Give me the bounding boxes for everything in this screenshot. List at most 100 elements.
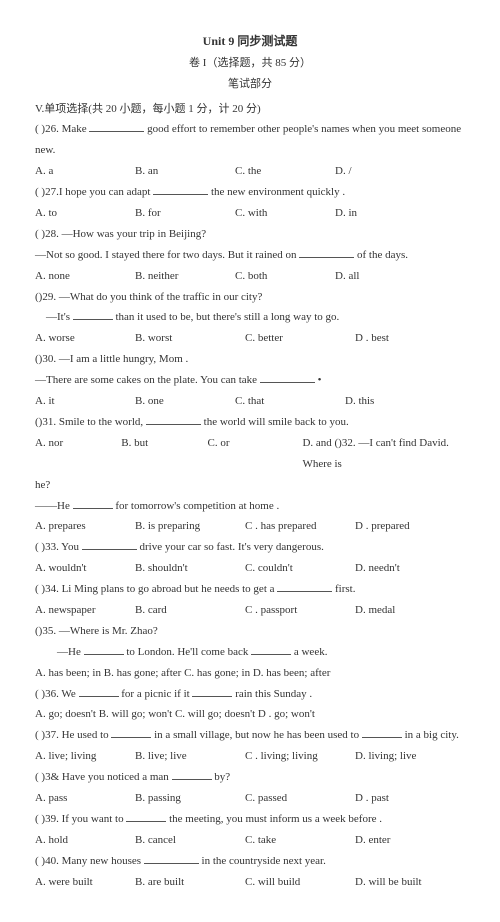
q29-2b: than it used to be, but there's still a …	[115, 311, 339, 323]
q30-line2: —There are some cakes on the plate. You …	[35, 370, 465, 391]
blank	[260, 372, 315, 383]
q32-opts: A. prepares B. is preparing C . has prep…	[35, 516, 465, 537]
q26-prompt: ( )26. Make good effort to remember othe…	[35, 119, 465, 161]
opt-c: C . living; living	[245, 746, 355, 767]
blank	[299, 247, 354, 258]
q35-2c: a week.	[294, 646, 328, 658]
blank	[251, 644, 291, 655]
opt-a: A. prepares	[35, 516, 135, 537]
opt-d: D . past	[355, 788, 389, 809]
q30-2a: —There are some cakes on the plate. You …	[35, 374, 257, 386]
q35-2b: to London. He'll come back	[126, 646, 248, 658]
q27-prompt: ( )27.I hope you can adapt the new envir…	[35, 182, 465, 203]
opt-a: A. a	[35, 161, 135, 182]
q37-b: in a small village, but now he has been …	[154, 729, 359, 741]
q28-prompt: ( )28. —How was your trip in Beijing?	[35, 224, 465, 245]
blank	[73, 309, 113, 320]
opt-c: C. that	[235, 391, 345, 412]
page-title: Unit 9 同步测试题	[35, 30, 465, 53]
q39-opts: A. hold B. cancel C. take D. enter	[35, 830, 465, 851]
subtitle-1: 卷 I（选择题，共 85 分）	[35, 53, 465, 74]
q28-opts: A. none B. neither C. both D. all	[35, 266, 465, 287]
blank	[111, 727, 151, 738]
q34-prompt: ( )34. Li Ming plans to go abroad but he…	[35, 579, 465, 600]
q32-b: for tomorrow's competition at home .	[115, 500, 279, 512]
blank	[79, 686, 119, 697]
q34-opts: A. newspaper B. card C . passport D. med…	[35, 600, 465, 621]
blank	[126, 811, 166, 822]
blank	[362, 727, 402, 738]
q30-dot: •	[318, 374, 322, 386]
opt-b: B. worst	[135, 328, 245, 349]
opt-c: C. or	[208, 433, 303, 475]
q29-opts: A. worse B. worst C. better D . best	[35, 328, 465, 349]
q31-a: ()31. Smile to the world,	[35, 416, 143, 428]
opt-b: B. but	[121, 433, 207, 475]
opt-a: A. were built	[35, 872, 135, 893]
opt-d: D. needn't	[355, 558, 400, 579]
q38-a: ( )3& Have you noticed a man	[35, 771, 169, 783]
q39-prompt: ( )39. If you want to the meeting, you m…	[35, 809, 465, 830]
q37-prompt: ( )37. He used to in a small village, bu…	[35, 725, 465, 746]
opt-b: B. are built	[135, 872, 245, 893]
opt-d: D. all	[335, 266, 359, 287]
q29-prompt: ()29. —What do you think of the traffic …	[35, 287, 465, 308]
opt-d: D. will be built	[355, 872, 422, 893]
opt-d: D. /	[335, 161, 352, 182]
q33-a: ( )33. You	[35, 541, 79, 553]
opt-b: B. an	[135, 161, 235, 182]
opt-a: A. wouldn't	[35, 558, 135, 579]
q35-2a: —He	[57, 646, 81, 658]
opt-c: C. both	[235, 266, 335, 287]
subtitle-2: 笔试部分	[35, 74, 465, 95]
q27-opts: A. to B. for C. with D. in	[35, 203, 465, 224]
opt-c: C . has prepared	[245, 516, 355, 537]
q32-a: ——He	[35, 500, 70, 512]
opt-d: D . best	[355, 328, 389, 349]
opt-b: B. for	[135, 203, 235, 224]
q33-prompt: ( )33. You drive your car so fast. It's …	[35, 537, 465, 558]
blank	[192, 686, 232, 697]
opt-b: B. live; live	[135, 746, 245, 767]
q39-b: the meeting, you must inform us a week b…	[169, 813, 382, 825]
q35-line2: —He to London. He'll come back a week.	[35, 642, 465, 663]
opt-b: B. shouldn't	[135, 558, 245, 579]
q37-opts: A. live; living B. live; live C . living…	[35, 746, 465, 767]
q28-2b: of the days.	[357, 249, 408, 261]
opt-c: C. better	[245, 328, 355, 349]
q30-opts: A. it B. one C. that D. this	[35, 391, 465, 412]
blank	[277, 581, 332, 592]
q33-b: drive your car so fast. It's very danger…	[140, 541, 324, 553]
q40-a: ( )40. Many new houses	[35, 855, 141, 867]
blank	[73, 498, 113, 509]
q35-opts: A. has been; in B. has gone; after C. ha…	[35, 663, 465, 684]
q35-prompt: ()35. —Where is Mr. Zhao?	[35, 621, 465, 642]
opt-c: C. will build	[245, 872, 355, 893]
q40-prompt: ( )40. Many new houses in the countrysid…	[35, 851, 465, 872]
q39-a: ( )39. If you want to	[35, 813, 124, 825]
opt-d: D. and ()32. —I can't find David. Where …	[302, 433, 465, 475]
opt-c: C. couldn't	[245, 558, 355, 579]
opt-a: A. newspaper	[35, 600, 135, 621]
q36-opts: A. go; doesn't B. will go; won't C. will…	[35, 704, 465, 725]
q36-b: for a picnic if it	[121, 688, 189, 700]
opt-a: A. pass	[35, 788, 135, 809]
q26-opts: A. a B. an C. the D. /	[35, 161, 465, 182]
q32-he: he?	[35, 475, 465, 496]
opt-b: B. one	[135, 391, 235, 412]
opt-a: A. none	[35, 266, 135, 287]
blank	[172, 769, 212, 780]
opt-b: B. neither	[135, 266, 235, 287]
q31-prompt: ()31. Smile to the world, the world will…	[35, 412, 465, 433]
opt-b: B. passing	[135, 788, 245, 809]
q27-b: the new environment quickly .	[211, 186, 345, 198]
q29-2a: —It's	[46, 311, 70, 323]
q28-line2: —Not so good. I stayed there for two day…	[35, 245, 465, 266]
opt-a: A. it	[35, 391, 135, 412]
q29-line2: —It's than it used to be, but there's st…	[35, 307, 465, 328]
q34-a: ( )34. Li Ming plans to go abroad but he…	[35, 583, 275, 595]
opt-a: A. live; living	[35, 746, 135, 767]
q37-a: ( )37. He used to	[35, 729, 109, 741]
q32-line: ——He for tomorrow's competition at home …	[35, 496, 465, 517]
q31-b: the world will smile back to you.	[204, 416, 349, 428]
